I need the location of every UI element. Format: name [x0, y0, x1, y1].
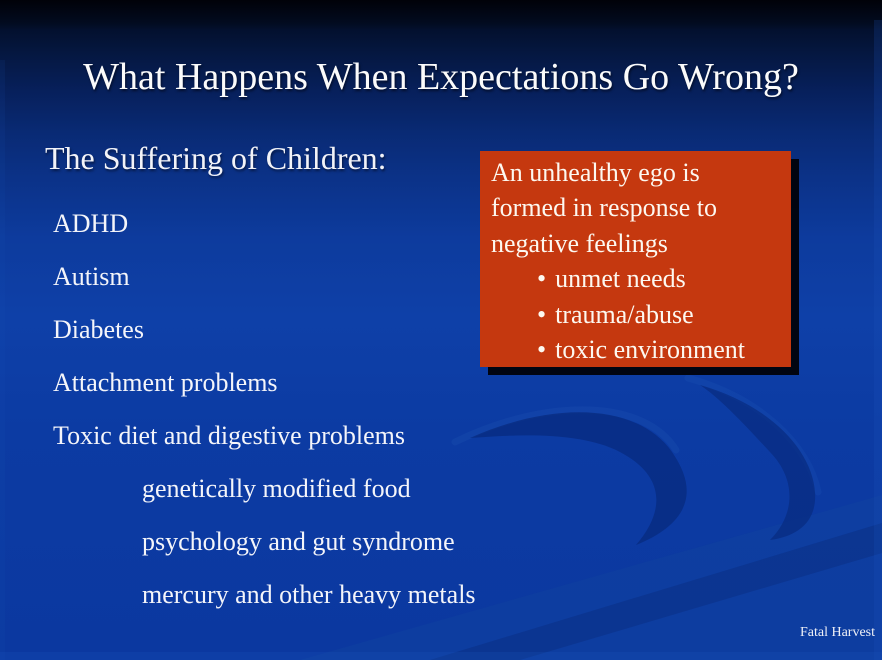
callout-bullet-item: • trauma/abuse [491, 297, 783, 332]
callout-line: formed in response to [491, 193, 718, 223]
footer-credit: Fatal Harvest [799, 625, 875, 640]
callout-line: negative feelings [491, 228, 668, 258]
callout-box: An unhealthy ego is formed in response t… [480, 151, 791, 367]
bullet-icon: • [537, 299, 547, 329]
callout-line: An unhealthy ego is [491, 158, 700, 187]
list-item: Autism [53, 262, 130, 291]
list-sub-item: genetically modified food [142, 474, 411, 503]
list-item: Diabetes [53, 315, 144, 344]
bullet-icon: • [537, 264, 547, 294]
list-sub-item: psychology and gut syndrome [142, 527, 455, 556]
conditions-list: ADHD Autism Diabetes Attachment problems… [53, 197, 523, 621]
list-item: ADHD [53, 209, 129, 238]
callout-bullet-item: • unmet needs [491, 261, 783, 296]
callout-bullet-label: trauma/abuse [555, 299, 694, 329]
list-sub-item: mercury and other heavy metals [142, 580, 476, 609]
callout-bullet-item: • toxic environment [491, 332, 783, 367]
section-heading: The Suffering of Children: [45, 140, 387, 176]
callout-bullet-label: toxic environment [555, 335, 746, 365]
list-item: Toxic diet and digestive problems [53, 421, 405, 450]
bullet-icon: • [537, 335, 547, 365]
callout-bullet-label: unmet needs [555, 264, 686, 294]
slide-title: What Happens When Expectations Go Wrong? [83, 56, 799, 98]
list-item: Attachment problems [53, 368, 278, 397]
